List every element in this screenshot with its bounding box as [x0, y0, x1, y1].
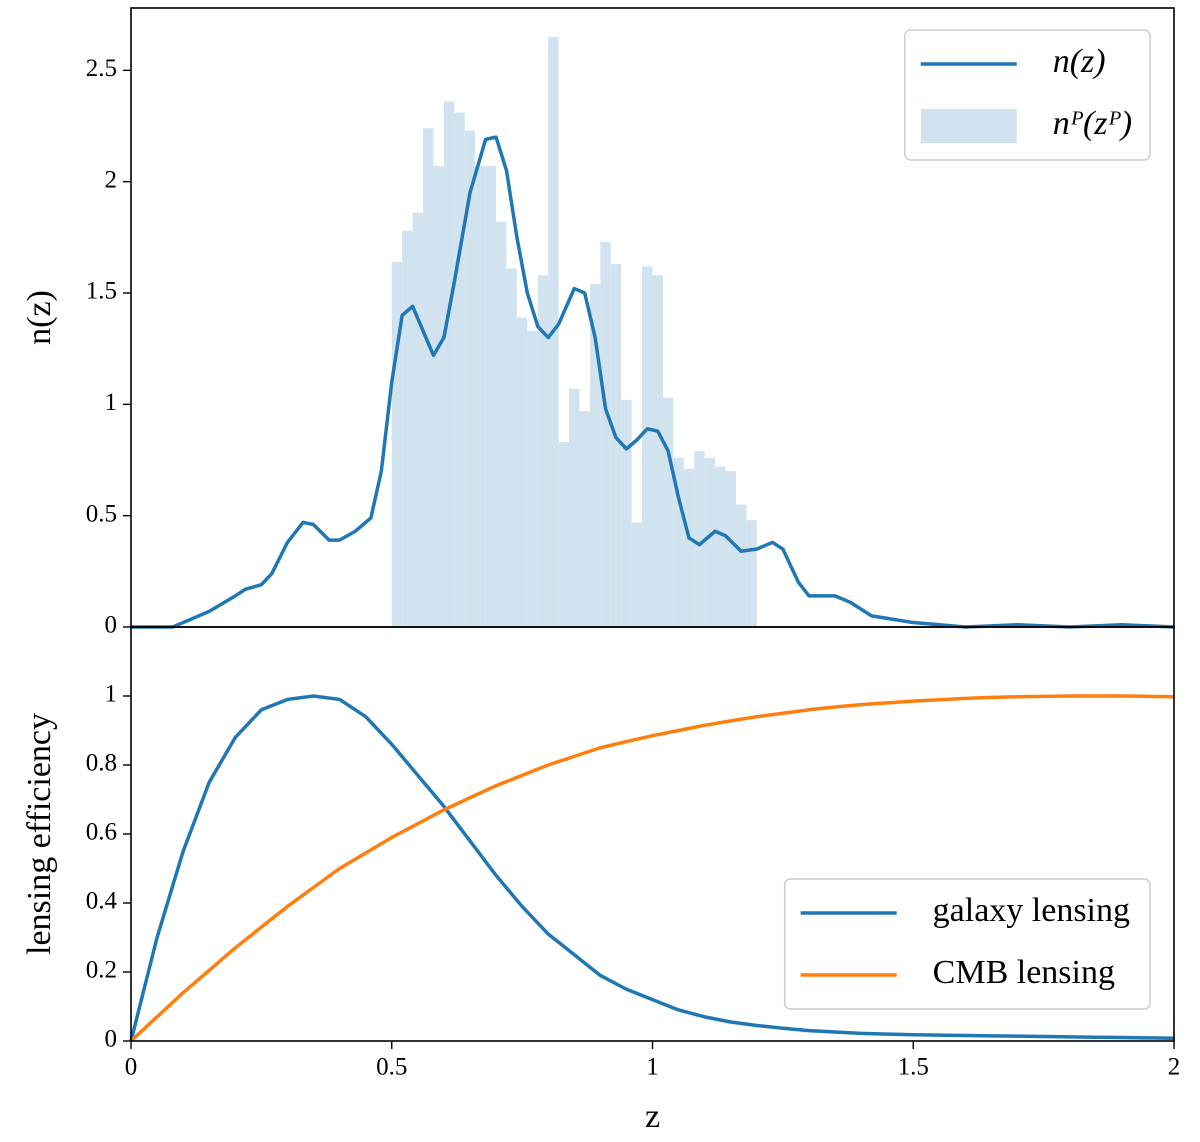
- y-tick-label: 0.5: [86, 500, 117, 527]
- hist-bar: [642, 266, 653, 627]
- hist-bar: [496, 221, 507, 627]
- y-tick-label: 1: [105, 389, 118, 416]
- line: [129, 694, 1175, 1043]
- panel: 0 0.2 0.4 0.6 0.8 1 0 0.5 1 1.5 2 lensing efficienc…: [21, 626, 1181, 1135]
- y-tick-label: 1: [105, 681, 118, 708]
- y-axis-label: lensing efficiency: [21, 713, 58, 955]
- legend-swatch: [920, 109, 1017, 143]
- x-tick-label: 0: [125, 1054, 138, 1081]
- y-axis-label: n(z): [21, 290, 58, 345]
- y-tick-label: 2.5: [86, 55, 117, 82]
- hist-bar: [694, 451, 705, 627]
- hist-bar: [683, 468, 695, 627]
- y-tick-label: 1.5: [86, 278, 117, 305]
- hist-bar: [443, 101, 455, 627]
- x-tick-label: 1: [646, 1054, 659, 1081]
- hist-bar: [527, 330, 538, 627]
- hist-bar: [569, 388, 580, 627]
- line: [129, 694, 1175, 1042]
- y-tick-label: 0.8: [86, 750, 117, 777]
- y-tick-label: 0: [105, 1026, 118, 1053]
- y-tick-label: 0.4: [86, 888, 118, 915]
- hist-bar: [673, 457, 684, 627]
- hist-bar: [558, 442, 570, 627]
- x-tick-label: 1.5: [898, 1054, 929, 1081]
- panel: 0 0.5 1 1.5 2 2.5 n(z) n(z) nᴾ(zᴾ): [21, 7, 1175, 639]
- hist-bar: [652, 275, 663, 627]
- hist-bar: [600, 241, 611, 627]
- hist-bar: [506, 268, 517, 627]
- hist-bar: [621, 399, 632, 627]
- hist-bar: [475, 166, 486, 627]
- hist-bar: [391, 261, 403, 627]
- hist-bar: [579, 411, 590, 627]
- legend: galaxy lensing CMB lensing: [783, 878, 1151, 1010]
- y-tick-label: 2: [105, 166, 118, 193]
- hist-bar: [485, 166, 497, 627]
- hist-bar: [662, 397, 674, 627]
- hist-bar: [454, 112, 465, 628]
- x-tick-label: 0.5: [376, 1054, 407, 1081]
- y-tick-label: 0.6: [86, 819, 117, 846]
- hist-bar: [725, 471, 736, 627]
- legend-label: galaxy lensing: [933, 892, 1130, 929]
- legend-label: n(z): [1053, 43, 1106, 80]
- hist-bar: [402, 230, 413, 627]
- x-axis-label: z: [645, 1098, 660, 1135]
- hist-bar: [735, 504, 747, 627]
- legend-label: nᴾ(zᴾ): [1053, 105, 1132, 142]
- hist-bar: [715, 466, 726, 627]
- hist-bar: [464, 130, 476, 627]
- hist-bar: [423, 128, 434, 627]
- hist-bar: [704, 457, 716, 627]
- hist-bar: [610, 264, 622, 627]
- legend: n(z) nᴾ(zᴾ): [903, 29, 1151, 161]
- hist-bar: [516, 317, 528, 627]
- legend-label: CMB lensing: [933, 954, 1115, 991]
- x-tick-label: 2: [1168, 1054, 1181, 1081]
- hist-bar: [631, 522, 643, 627]
- y-tick-label: 0.2: [86, 957, 117, 984]
- line: [131, 135, 1175, 629]
- hist-bar: [412, 212, 424, 627]
- hist-bar: [433, 166, 444, 627]
- hist-bar: [746, 520, 757, 627]
- hist-bar: [589, 284, 601, 627]
- y-tick-label: 0: [105, 612, 118, 639]
- hist-bar: [537, 275, 549, 627]
